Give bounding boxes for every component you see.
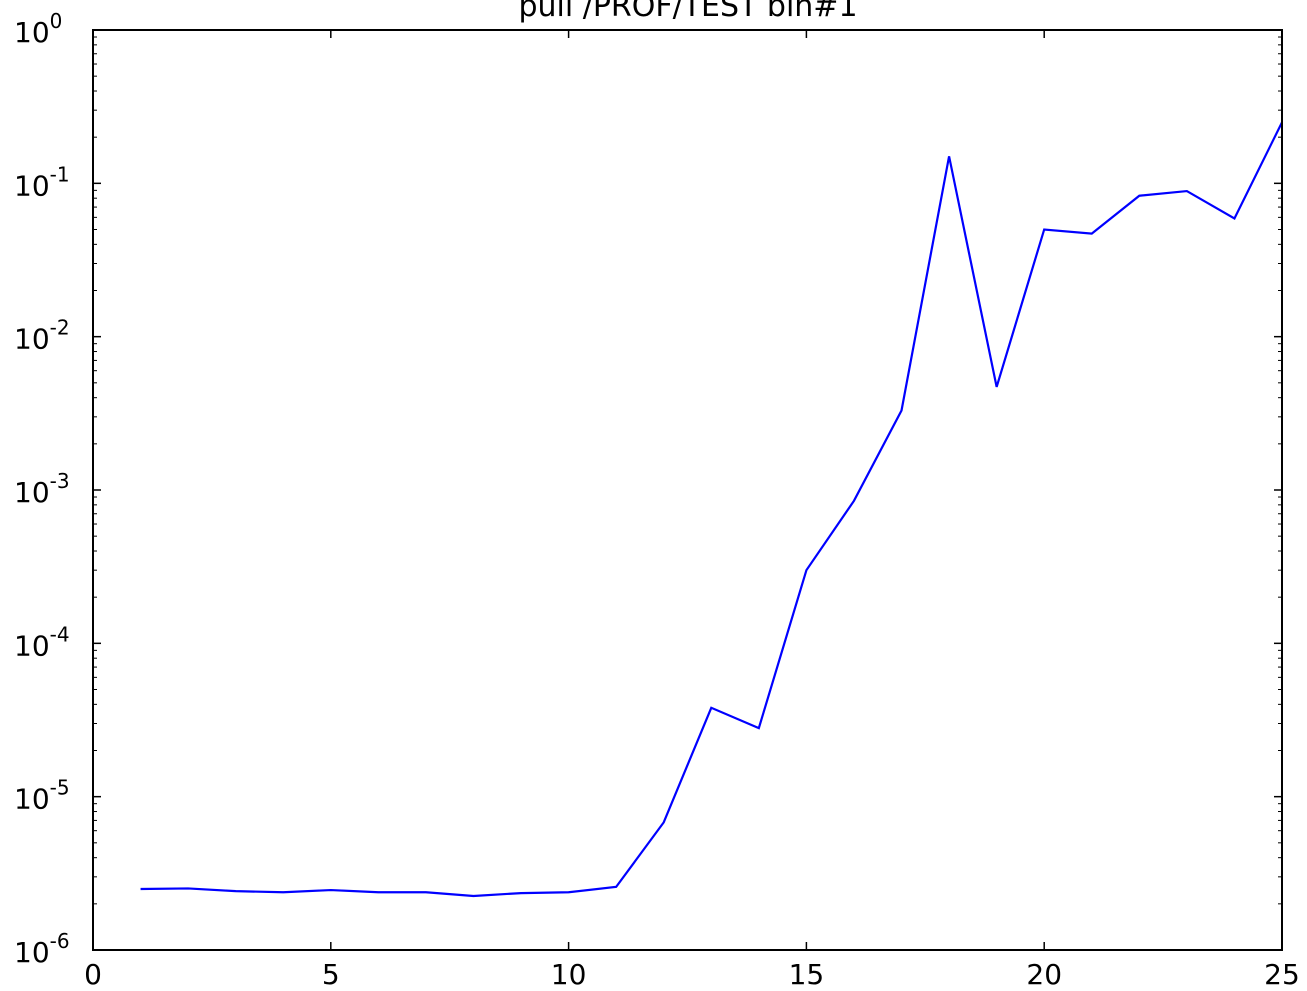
y-tick-label: 10-5 bbox=[14, 776, 70, 816]
y-tick-label-base: 10 bbox=[14, 783, 50, 816]
y-tick-label-exponent: -6 bbox=[50, 929, 70, 953]
y-tick-label-exponent: -1 bbox=[50, 162, 70, 186]
x-tick-label: 5 bbox=[322, 958, 340, 991]
y-tick-label: 10-2 bbox=[14, 316, 70, 356]
y-tick-label-base: 10 bbox=[14, 16, 50, 49]
y-tick-label: 10-3 bbox=[14, 469, 70, 509]
y-tick-label-exponent: -5 bbox=[50, 776, 70, 800]
tick-layer bbox=[92, 29, 1283, 951]
y-tick-label-exponent: 0 bbox=[50, 9, 63, 33]
x-tick-label: 15 bbox=[789, 958, 825, 991]
x-tick-label: 20 bbox=[1026, 958, 1062, 991]
plot-frame bbox=[92, 29, 1283, 951]
series-line bbox=[140, 121, 1283, 898]
y-tick-label-base: 10 bbox=[14, 476, 50, 509]
y-tick-label-base: 10 bbox=[14, 936, 50, 969]
y-tick-label-base: 10 bbox=[14, 629, 50, 662]
y-tick-label: 10-6 bbox=[14, 929, 70, 969]
y-tick-label-base: 10 bbox=[14, 323, 50, 356]
y-tick-label: 10-4 bbox=[14, 622, 70, 662]
series-layer bbox=[140, 121, 1283, 898]
y-tick-label-exponent: -4 bbox=[50, 622, 70, 646]
x-tick-label: 10 bbox=[551, 958, 587, 991]
chart-title: pull /PROF/TEST bin#1 bbox=[518, 0, 857, 24]
y-tick-label: 10-1 bbox=[14, 162, 70, 202]
y-tick-label-base: 10 bbox=[14, 169, 50, 202]
y-tick-label-exponent: -3 bbox=[50, 469, 70, 493]
y-tick-label: 100 bbox=[14, 9, 62, 49]
y-tick-label-exponent: -2 bbox=[50, 316, 70, 340]
x-tick-label: 25 bbox=[1264, 958, 1300, 991]
x-tick-label: 0 bbox=[84, 958, 102, 991]
